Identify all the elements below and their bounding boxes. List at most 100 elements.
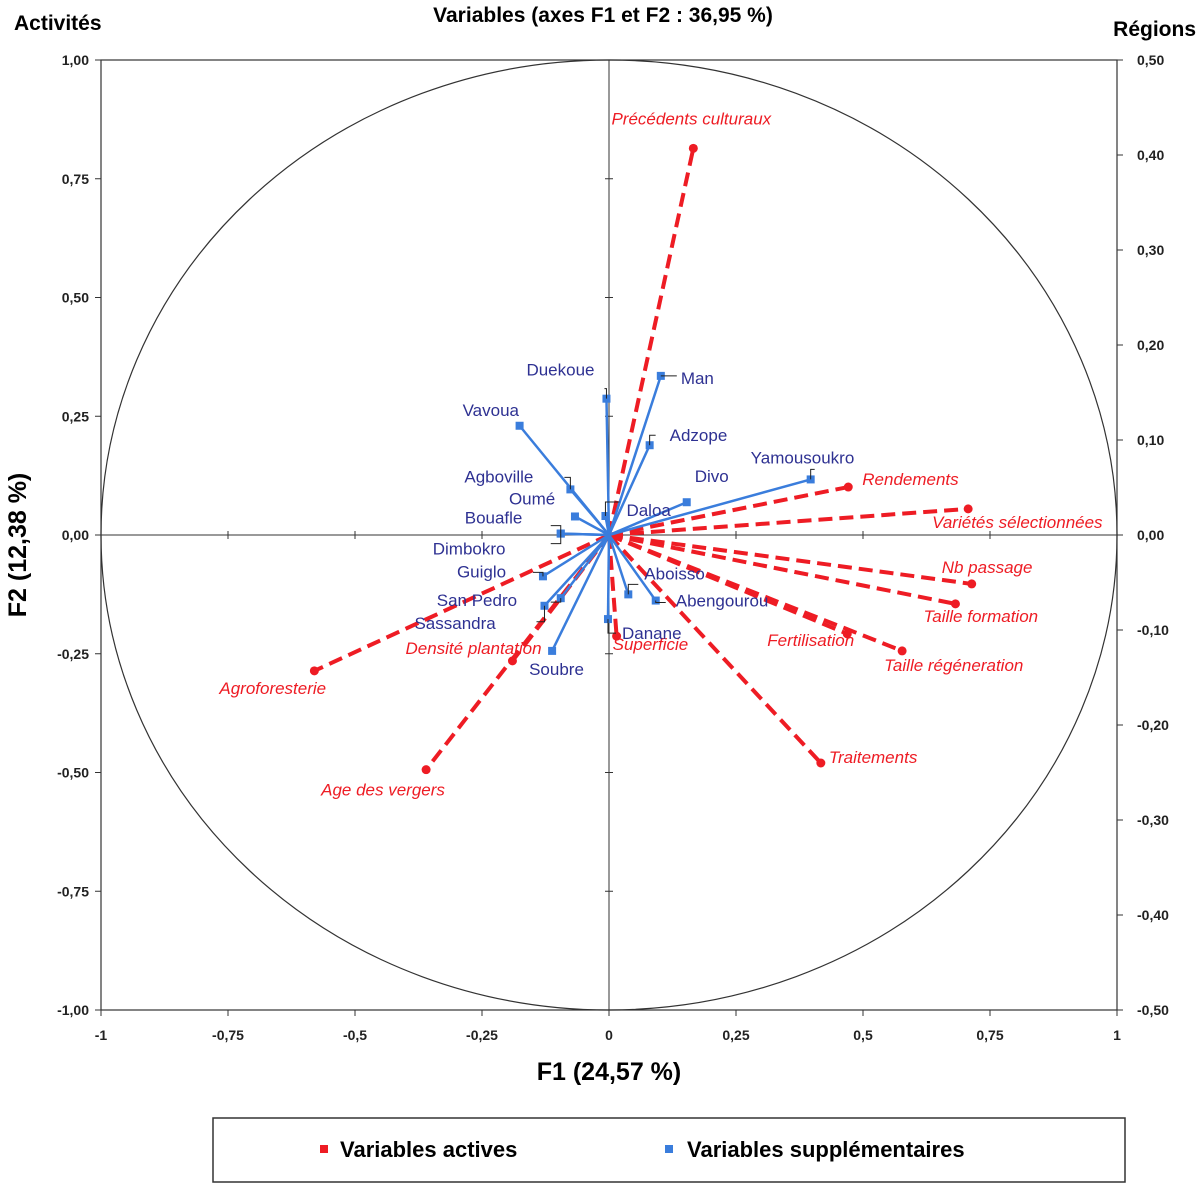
- active-variables-layer: [309, 143, 977, 775]
- active-vector: [607, 147, 696, 536]
- y-right-tick-label: 0,00: [1137, 527, 1164, 543]
- supplementary-vector: [607, 375, 663, 536]
- active-variable-label: Précédents culturaux: [611, 109, 771, 128]
- active-point: [688, 143, 698, 153]
- y-left-tick-label: -0,50: [57, 765, 89, 781]
- legend-box: [212, 1117, 1126, 1183]
- active-point: [816, 758, 826, 768]
- active-vector: [607, 534, 619, 637]
- active-variable-label: Densité plantation: [405, 639, 541, 658]
- supplementary-variable-label: Soubre: [529, 660, 584, 679]
- leader-line: [564, 476, 571, 490]
- y-left-tick-label: -0,75: [57, 883, 89, 899]
- leader-line: [649, 434, 656, 446]
- y-left-tick-label: 0,25: [62, 408, 89, 424]
- supplementary-vector: [607, 444, 651, 536]
- supplementary-vector: [569, 488, 610, 536]
- active-variable-label: Fertilisation: [767, 631, 854, 650]
- y-right-tick-label: -0,30: [1137, 812, 1169, 828]
- active-vector: [313, 533, 610, 673]
- x-tick-label: -0,25: [466, 1027, 498, 1043]
- supplementary-vector: [607, 534, 657, 602]
- right-axis-title: Régions: [1113, 18, 1196, 41]
- supplementary-vector: [607, 534, 630, 595]
- y-axis-title: F2 (12,38 %): [4, 473, 32, 618]
- supplementary-point: [570, 512, 579, 521]
- x-tick-label: 0,5: [853, 1027, 873, 1043]
- axes-layer: -1 -0,75 -0,5 -0,25 0 0,25 0,5 0,75 1 1,00 0,75 0,5…: [57, 52, 1169, 1043]
- active-point: [612, 631, 622, 641]
- y-right-tick-label: -0,10: [1137, 622, 1169, 638]
- supplementary-vector: [606, 534, 611, 620]
- supplementary-vector: [560, 532, 610, 537]
- supplementary-vector: [550, 534, 611, 652]
- circle-layer: [100, 59, 1118, 1011]
- active-point: [421, 765, 431, 775]
- supplementary-variable-label: Guiglo: [457, 562, 506, 581]
- x-tick-label: -0,75: [212, 1027, 244, 1043]
- supplementary-vector: [608, 478, 812, 537]
- active-variable-label: Agroforesterie: [218, 679, 326, 698]
- y-right-tick-label: 0,50: [1137, 52, 1164, 68]
- supplementary-variable-label: Abengourou: [676, 592, 769, 611]
- leader-line: [536, 605, 545, 623]
- y-left-tick-label: -1,00: [57, 1002, 89, 1018]
- leader-line: [604, 388, 607, 399]
- supplementary-point: [548, 646, 557, 655]
- y-right-tick-label: -0,40: [1137, 907, 1169, 923]
- supplementary-vector: [608, 501, 688, 537]
- supplementary-variable-label: Adzope: [670, 426, 728, 445]
- supplementary-point: [515, 421, 524, 430]
- y-right-tick-label: 0,20: [1137, 337, 1164, 353]
- legend-active-label: Variables actives: [340, 1137, 517, 1162]
- y-right-tick-label: -0,20: [1137, 717, 1169, 733]
- active-point: [843, 482, 853, 492]
- leader-line: [627, 583, 639, 595]
- supplementary-variable-label: Divo: [695, 467, 729, 486]
- leader-line: [810, 468, 815, 480]
- y-left-tick-label: -0,25: [57, 646, 89, 662]
- active-variable-label: Nb passage: [942, 558, 1033, 577]
- x-tick-label: -0,5: [343, 1027, 367, 1043]
- leader-line: [550, 525, 562, 534]
- supplementary-variable-label: Danane: [622, 624, 682, 643]
- x-tick-label: 1: [1113, 1027, 1121, 1043]
- supplementary-variable-label: Oumé: [509, 489, 555, 508]
- supplementary-variable-label: Vavoua: [463, 401, 520, 420]
- supplementary-variable-label: Daloa: [626, 501, 671, 520]
- active-point: [897, 646, 907, 656]
- correlation-circle: [100, 59, 1118, 1011]
- supplementary-variable-label: Agboville: [464, 467, 533, 486]
- chart-title: Variables (axes F1 et F2 : 36,95 %): [433, 4, 773, 27]
- active-vector: [608, 533, 972, 586]
- y-left-tick-label: 0,75: [62, 171, 89, 187]
- supplementary-vector: [542, 533, 610, 578]
- active-point: [963, 504, 973, 514]
- y-right-tick-label: 0,40: [1137, 147, 1164, 163]
- active-variable-label: Traitements: [829, 748, 918, 767]
- x-tick-label: 0,75: [976, 1027, 1003, 1043]
- active-variable-label: Taille formation: [923, 607, 1038, 626]
- supplementary-variable-label: Duekoue: [526, 361, 594, 380]
- leader-line: [604, 501, 620, 516]
- x-axis-title: F1 (24,57 %): [537, 1058, 682, 1086]
- x-tick-label: 0: [605, 1027, 613, 1043]
- y-left-tick-label: 1,00: [62, 52, 89, 68]
- active-vector: [608, 533, 956, 606]
- active-point: [967, 579, 977, 589]
- leader-line: [550, 533, 562, 545]
- supplementary-variable-label: Aboisso: [644, 564, 704, 583]
- active-vector: [608, 533, 903, 653]
- y-right-tick-label: 0,10: [1137, 432, 1164, 448]
- active-variable-label: Rendements: [862, 470, 959, 489]
- supplementary-variable-label: San Pedro: [437, 591, 517, 610]
- supplementary-variable-label: Sassandra: [414, 614, 496, 633]
- y-right-tick-label: 0,30: [1137, 242, 1164, 258]
- left-axis-title: Activités: [14, 12, 102, 35]
- y-right-tick-label: -0,50: [1137, 1002, 1169, 1018]
- supplementary-variable-label: Bouafle: [465, 509, 523, 528]
- legend-supp-label: Variables supplémentaires: [687, 1137, 965, 1162]
- leader-line: [655, 600, 666, 604]
- active-vector: [607, 533, 823, 765]
